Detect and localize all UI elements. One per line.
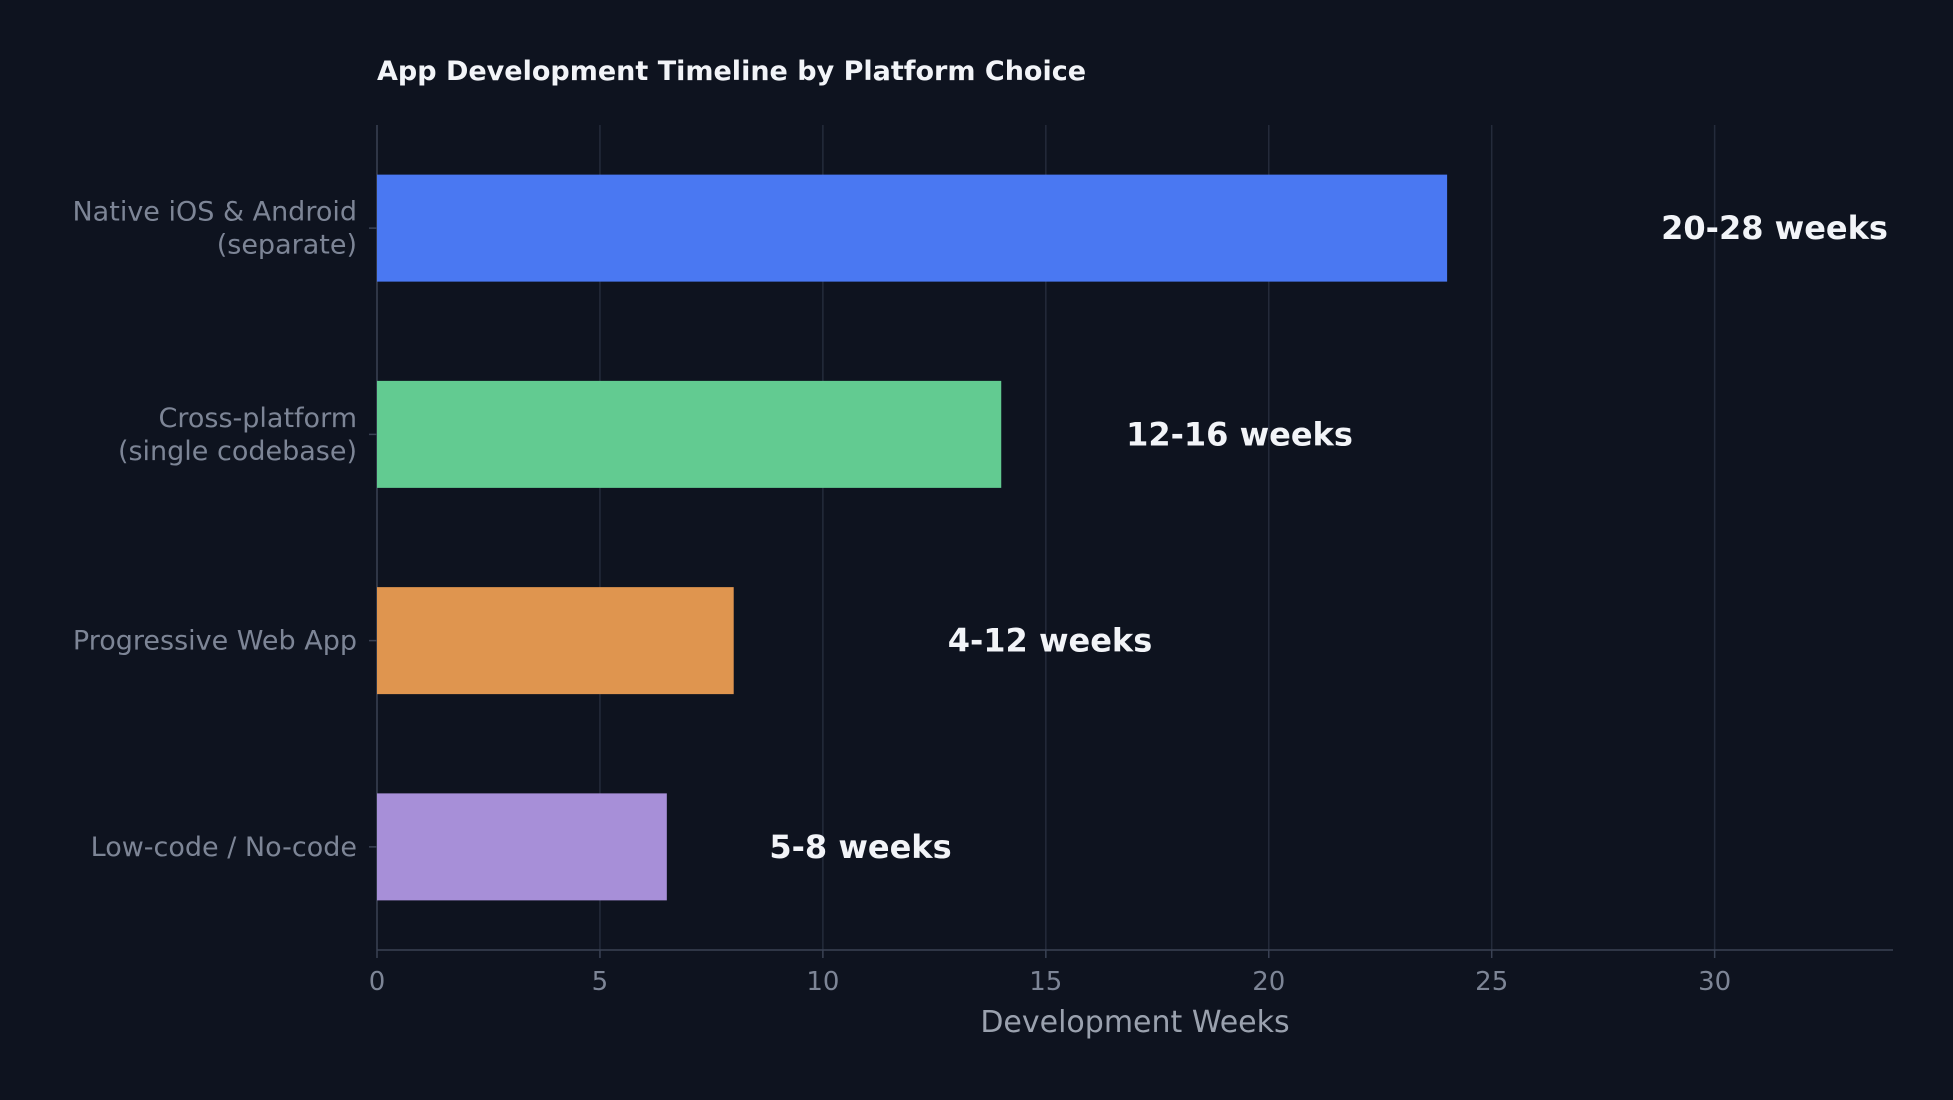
- data-label: 20-28 weeks: [1661, 209, 1888, 247]
- x-tick-label: 15: [1029, 967, 1062, 997]
- category-label: Low-code / No-code: [91, 832, 357, 863]
- bar: [377, 174, 1448, 282]
- category-label: Native iOS & Android: [72, 197, 357, 228]
- x-tick-labels: 0 5 10 15 20 25 30: [369, 967, 1731, 997]
- category-label: (single codebase): [118, 436, 357, 467]
- chart-title: App Development Timeline by Platform Cho…: [377, 56, 1086, 87]
- data-label: 12-16 weeks: [1126, 415, 1353, 453]
- x-tick-label: 20: [1252, 967, 1285, 997]
- x-tick-label: 0: [369, 967, 386, 997]
- x-axis-title: Development Weeks: [980, 1005, 1289, 1040]
- bar: [377, 793, 667, 901]
- data-labels: 20-28 weeks 12-16 weeks 4-12 weeks 5-8 week…: [769, 209, 1888, 866]
- category-labels: Native iOS & Android(separate) Cross-plat…: [72, 197, 377, 863]
- bar: [377, 380, 1002, 488]
- x-tick-label: 30: [1698, 967, 1731, 997]
- category-label: Cross-platform: [159, 403, 357, 434]
- x-tick-label: 5: [592, 967, 609, 997]
- x-tick-label: 10: [806, 967, 839, 997]
- bars: [377, 174, 1448, 901]
- x-tick-label: 25: [1475, 967, 1508, 997]
- bar: [377, 587, 734, 695]
- data-label: 4-12 weeks: [948, 622, 1153, 660]
- data-label: 5-8 weeks: [769, 828, 951, 866]
- category-label: Progressive Web App: [73, 626, 357, 657]
- category-label: (separate): [217, 230, 357, 261]
